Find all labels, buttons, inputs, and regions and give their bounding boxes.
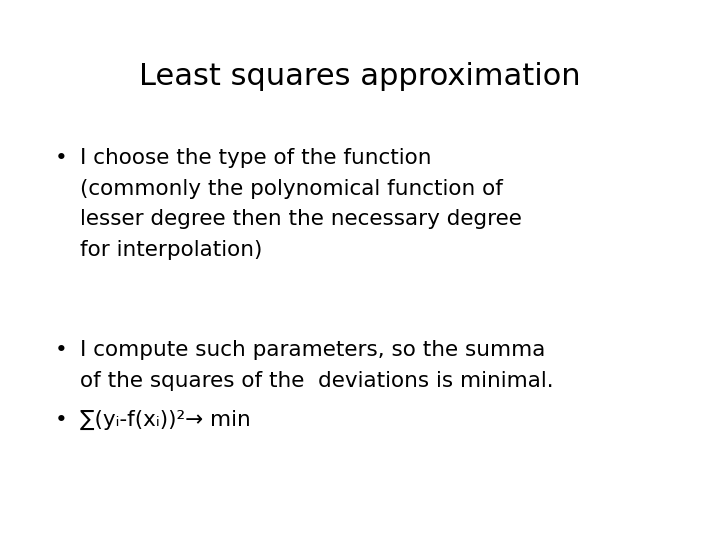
Text: ∑(yᵢ-f(xᵢ))²→ min: ∑(yᵢ-f(xᵢ))²→ min <box>80 410 251 430</box>
Text: Least squares approximation: Least squares approximation <box>139 62 581 91</box>
Text: I compute such parameters, so the summa: I compute such parameters, so the summa <box>80 340 545 360</box>
Text: lesser degree then the necessary degree: lesser degree then the necessary degree <box>80 209 522 229</box>
Text: •: • <box>55 148 68 168</box>
Text: of the squares of the  deviations is minimal.: of the squares of the deviations is mini… <box>80 370 554 390</box>
Text: •: • <box>55 410 68 430</box>
Text: for interpolation): for interpolation) <box>80 240 262 260</box>
Text: •: • <box>55 340 68 360</box>
Text: I choose the type of the function: I choose the type of the function <box>80 148 431 168</box>
Text: (commonly the polynomical function of: (commonly the polynomical function of <box>80 179 503 199</box>
